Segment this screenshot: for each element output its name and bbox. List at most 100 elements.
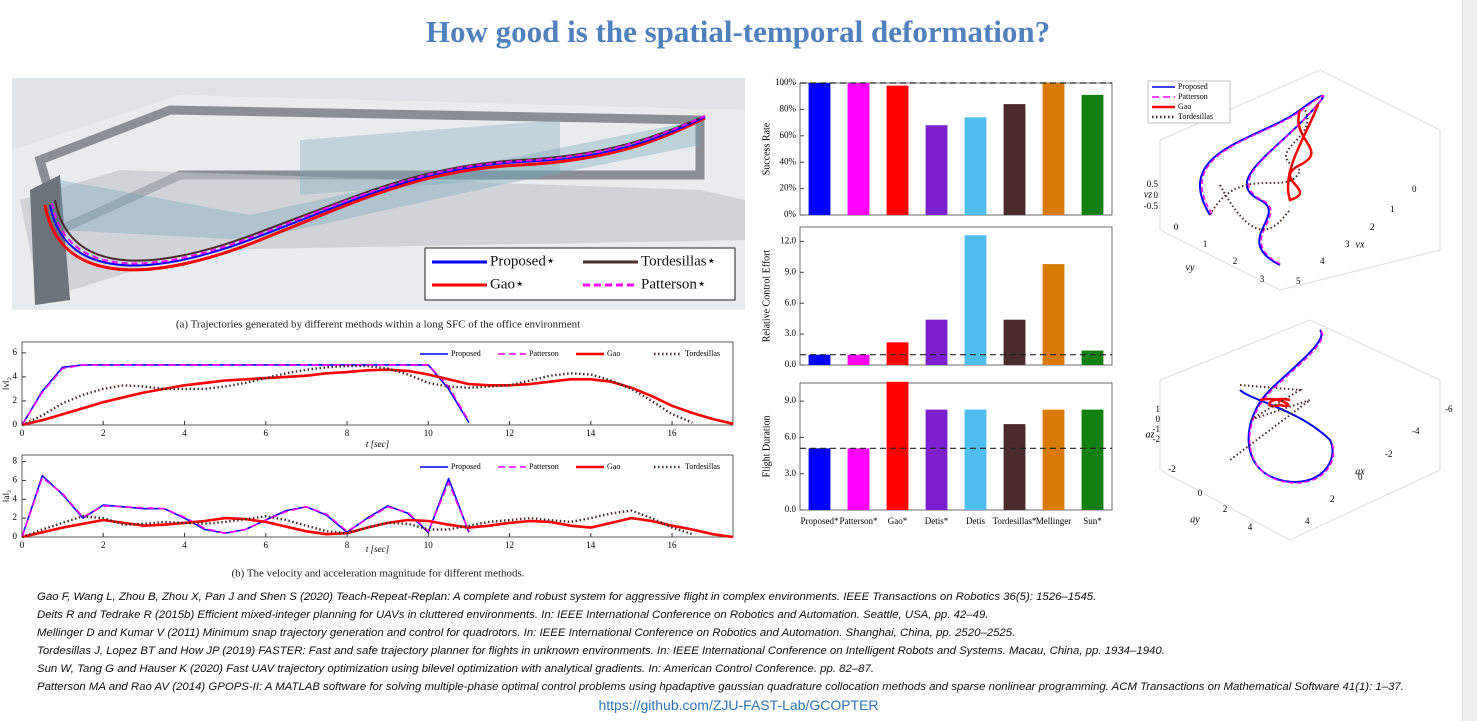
bar — [1003, 424, 1026, 510]
x-tick-label: 10 — [424, 540, 434, 550]
series-line — [21, 474, 470, 538]
caption-b: (b) The velocity and acceleration magnit… — [231, 568, 524, 580]
legend-label: Tordesillas⋆ — [641, 253, 716, 269]
bar — [1003, 104, 1026, 215]
y-axis-label: ‖v‖₂ — [1, 377, 11, 390]
scene-legend: Proposed⋆ Tordesillas⋆ Gao⋆ Patterson⋆ — [432, 253, 716, 292]
plot-frame — [21, 341, 734, 426]
x-tick-label: 2 — [101, 540, 106, 550]
x-tick-label: 4 — [182, 540, 187, 550]
x-tick-label: Gao* — [888, 516, 908, 526]
legend-label: Patterson — [529, 462, 559, 471]
x-tick-label: 2 — [1330, 494, 1335, 504]
x-tick-label: Detis — [966, 516, 985, 526]
x-tick-label: 6 — [264, 428, 269, 438]
bar — [1081, 350, 1104, 365]
y-tick-label: 4 — [1248, 522, 1253, 532]
reference: Deits R and Tedrake R (2015b) Efficient … — [37, 609, 989, 621]
y-tick-label: 6 — [13, 475, 18, 485]
bar — [886, 85, 909, 215]
bar — [964, 409, 987, 510]
plot-3d-frames — [1159, 69, 1441, 541]
y-tick-label: 0 — [13, 531, 18, 541]
y-tick-label: 3.0 — [785, 468, 797, 478]
y-axis-label: Relative Control Effort — [761, 249, 772, 342]
x-tick-label: 4 — [1320, 256, 1325, 266]
z-tick-label: 0.5 — [1147, 179, 1159, 189]
y-tick-label: 60% — [780, 130, 797, 140]
panel-frame — [799, 226, 1113, 366]
y-tick-label: 2 — [1233, 256, 1238, 266]
legend-label: Patterson⋆ — [641, 276, 706, 292]
series-line — [21, 364, 470, 426]
bar — [847, 448, 870, 510]
x-tick-label: 14 — [586, 540, 596, 550]
repo-link[interactable]: https://github.com/ZJU-FAST-Lab/GCOPTER — [598, 697, 879, 713]
series-line — [21, 368, 734, 427]
x-tick-label: -4 — [1412, 426, 1420, 436]
y-tick-label: 0.0 — [785, 359, 797, 369]
x-tick-label: Mellinger — [1036, 516, 1072, 526]
panel-frame — [799, 82, 1113, 216]
y-tick-label: 9.0 — [785, 266, 797, 276]
z-tick-label: 0 — [1156, 414, 1161, 424]
y-tick-label: 3 — [1260, 274, 1265, 284]
legend-label: Patterson — [1178, 92, 1208, 101]
series-line — [21, 364, 470, 426]
x-tick-label: -2 — [1385, 449, 1393, 459]
legend-label: Gao — [1178, 102, 1191, 111]
x-tick-label: Detis* — [925, 516, 949, 526]
x-tick-label: 4 — [1305, 516, 1310, 526]
scrollbar[interactable] — [1462, 0, 1477, 721]
z-tick-label: 0 — [1154, 190, 1159, 200]
x-tick-label: 0 — [1412, 184, 1417, 194]
x-tick-label: 3 — [1345, 239, 1350, 249]
x-tick-label: 8 — [345, 540, 350, 550]
y-tick-label: 4 — [13, 371, 18, 381]
scene-image — [12, 78, 745, 310]
y-tick-label: 4 — [13, 493, 18, 503]
panel-frame — [799, 382, 1113, 511]
reference: Gao F, Wang L, Zhou B, Zhou X, Pan J and… — [37, 591, 1097, 603]
series-line — [21, 509, 693, 539]
x-axis-label: t [sec] — [366, 544, 390, 554]
y-tick-label: 0 — [1198, 488, 1203, 498]
z-tick-label: 1 — [1156, 404, 1161, 414]
legend-label: Proposed — [451, 349, 481, 358]
legend-label: Tordesillas — [685, 462, 720, 471]
y-axis-label: ‖a‖₂ — [1, 490, 11, 502]
y-tick-label: -2 — [1168, 464, 1176, 474]
y-tick-label: 100% — [775, 77, 797, 87]
legend-label: Tordesillas — [1178, 112, 1213, 121]
y-tick-label: 1 — [1203, 239, 1208, 249]
axis-label: az — [1146, 429, 1155, 440]
bar — [886, 342, 909, 365]
slide-title: How good is the spatial-temporal deforma… — [426, 14, 1050, 49]
legend-label: Gao — [607, 349, 620, 358]
x-tick-label: 1 — [1390, 204, 1395, 214]
z-tick-label: -2 — [1153, 434, 1161, 444]
plot-3d-curves — [1199, 94, 1335, 484]
x-tick-label: Sun* — [1083, 516, 1102, 526]
y-tick-label: 0.0 — [785, 504, 797, 514]
axis-label: vz — [1144, 189, 1152, 200]
bar — [1003, 319, 1026, 365]
legend-label: Gao⋆ — [490, 276, 524, 292]
legend-box — [1147, 80, 1231, 124]
x-tick-label: 12 — [505, 540, 514, 550]
axis-label: vy — [1186, 262, 1195, 273]
x-axis-label: t [sec] — [366, 439, 390, 449]
bar — [808, 83, 831, 215]
legend-label: Gao — [607, 462, 620, 471]
bar — [925, 125, 948, 215]
y-tick-label: 2 — [1223, 504, 1228, 514]
y-axis-label: Success Rate — [761, 122, 772, 175]
z-tick-label: -0.5 — [1144, 201, 1159, 211]
x-tick-label: 12 — [505, 428, 514, 438]
bar — [1042, 83, 1065, 215]
bar — [886, 381, 909, 510]
legend-label: Patterson — [529, 349, 559, 358]
bar — [1042, 409, 1065, 510]
